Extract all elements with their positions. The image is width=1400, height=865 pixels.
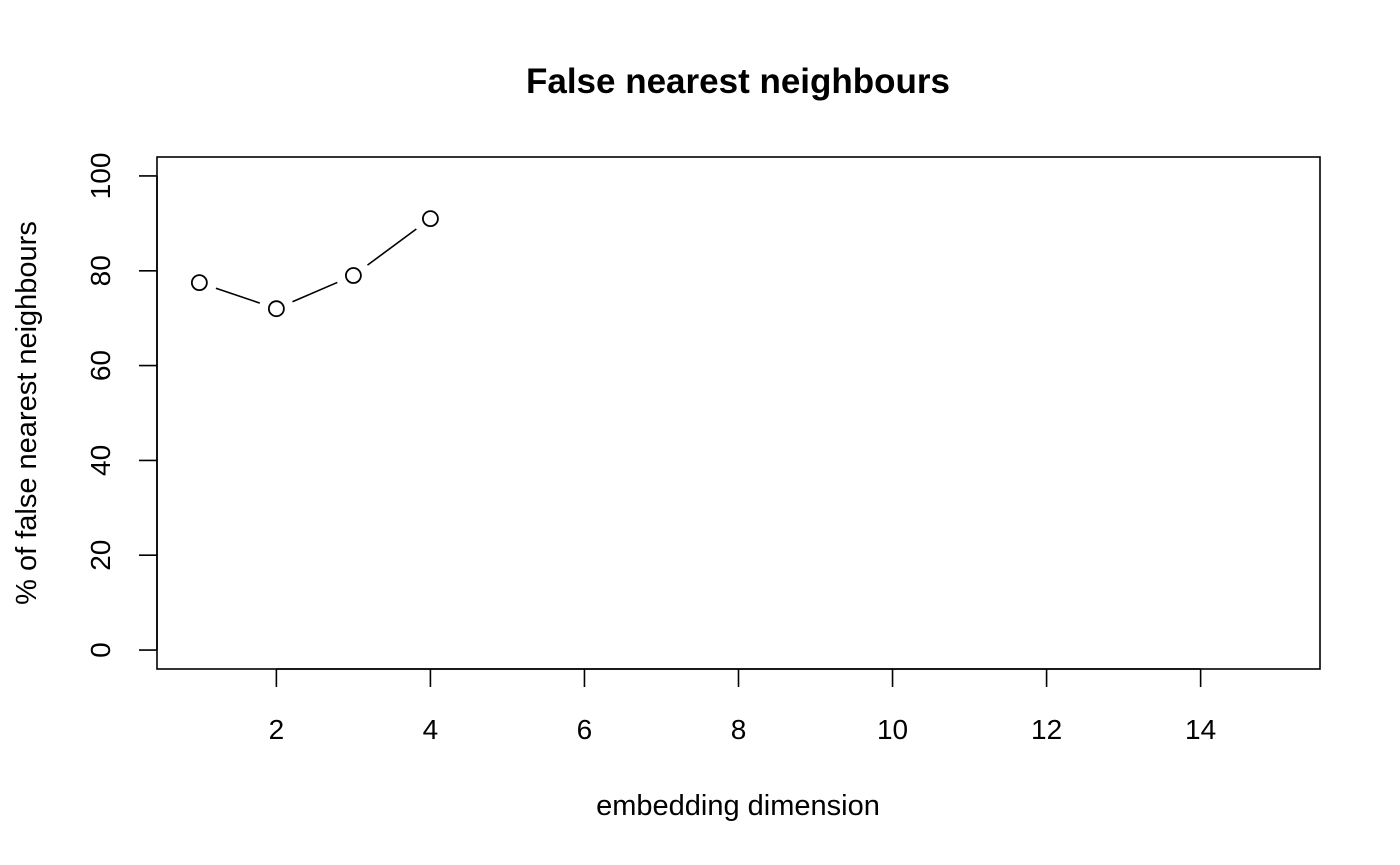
line-segment bbox=[367, 228, 417, 266]
line-segment bbox=[215, 287, 261, 304]
data-point bbox=[345, 267, 362, 284]
line-segment bbox=[292, 281, 338, 303]
data-point bbox=[422, 210, 439, 228]
y-tick-label: 100 bbox=[85, 153, 116, 200]
y-tick-label: 0 bbox=[85, 642, 116, 658]
x-tick-label: 2 bbox=[269, 714, 285, 745]
data-point bbox=[190, 274, 208, 292]
x-tick-label: 10 bbox=[877, 714, 908, 745]
y-tick-label: 20 bbox=[85, 540, 116, 571]
y-axis: 0 20 40 60 80 100 bbox=[85, 153, 158, 658]
y-axis-label: % of false nearest neighbours bbox=[11, 221, 43, 605]
x-tick-label: 12 bbox=[1031, 714, 1062, 745]
y-tick-label: 40 bbox=[85, 445, 116, 476]
plot-frame bbox=[156, 156, 1321, 670]
x-tick-label: 6 bbox=[577, 714, 593, 745]
chart-title: False nearest neighbours bbox=[526, 62, 950, 101]
data-point bbox=[267, 300, 285, 318]
x-axis: 2 4 6 8 10 12 14 bbox=[269, 668, 1216, 745]
series-line bbox=[190, 210, 439, 318]
x-tick-label: 14 bbox=[1185, 714, 1216, 745]
y-tick-label: 80 bbox=[85, 255, 116, 286]
x-tick-label: 4 bbox=[423, 714, 439, 745]
x-axis-label: embedding dimension bbox=[596, 790, 880, 822]
y-tick-label: 60 bbox=[85, 350, 116, 381]
x-tick-label: 8 bbox=[731, 714, 747, 745]
